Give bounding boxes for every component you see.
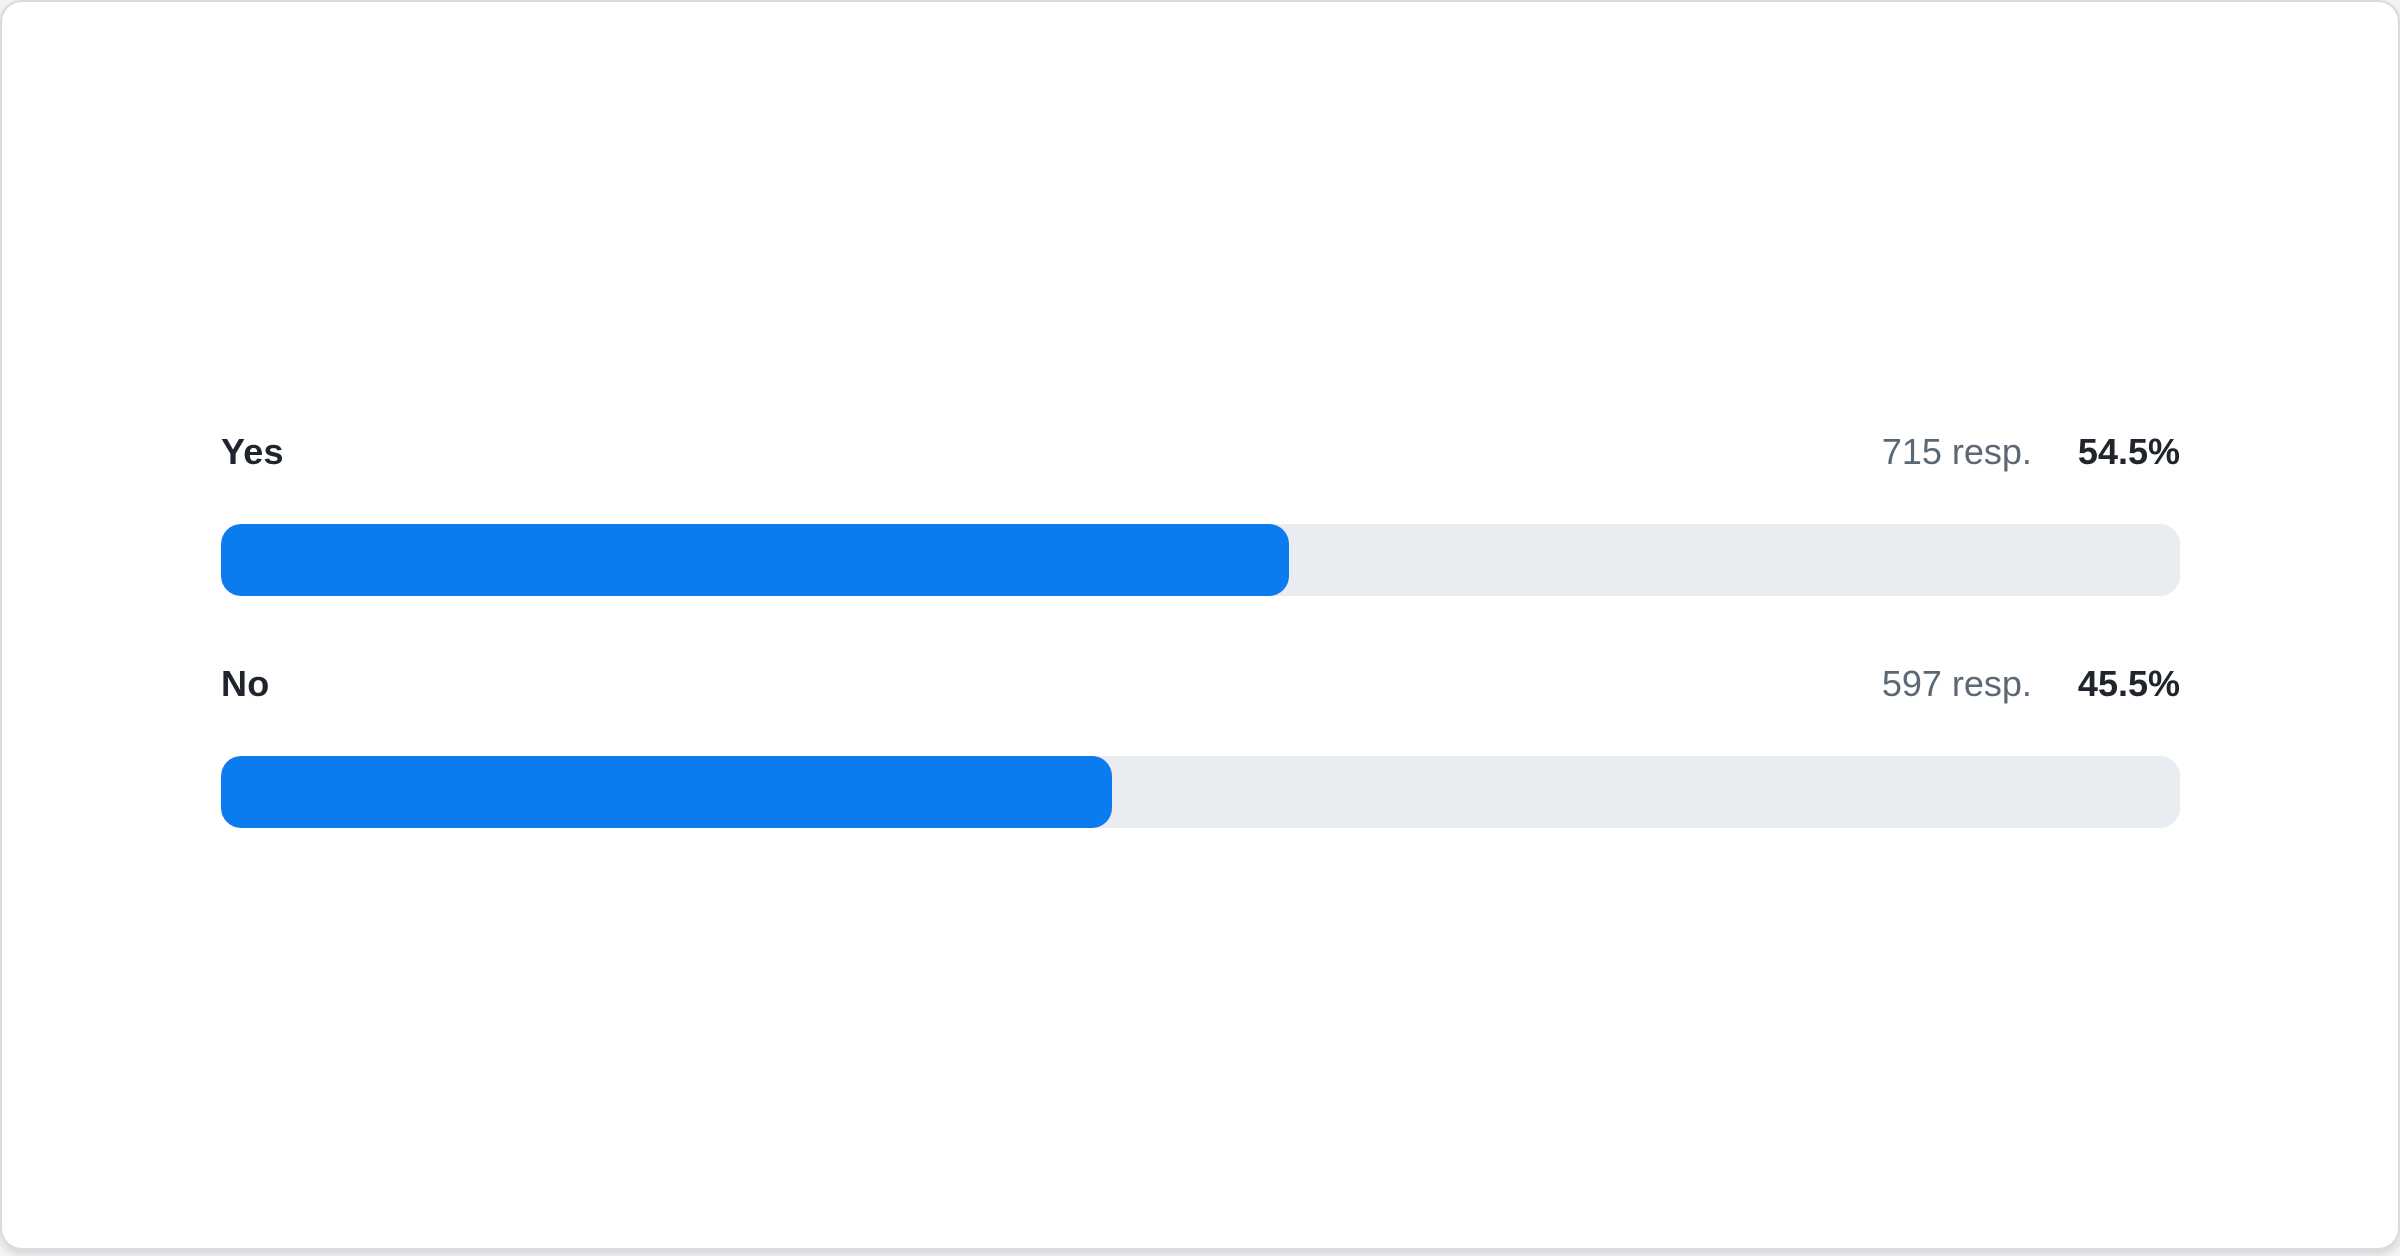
option-response-count: 715 resp. [1881, 431, 2032, 472]
option-stats: 715 resp. 54.5% [1882, 428, 2180, 476]
poll-option-row-yes: Yes 715 resp. 54.5% [221, 428, 2180, 596]
poll-option-header: No 597 resp. 45.5% [221, 660, 2180, 708]
option-label: No [221, 663, 270, 704]
poll-option-row-no: No 597 resp. 45.5% [221, 660, 2180, 828]
poll-results-content: Yes 715 resp. 54.5% No 597 resp. 45.5% [2, 2, 2398, 828]
option-label: Yes [221, 431, 284, 472]
poll-option-header: Yes 715 resp. 54.5% [221, 428, 2180, 476]
option-bar-fill [221, 756, 1113, 828]
option-bar-track [221, 524, 2180, 596]
option-percent: 54.5% [2077, 431, 2180, 472]
option-bar-fill [221, 524, 1289, 596]
option-stats: 597 resp. 45.5% [1882, 660, 2180, 708]
option-percent: 45.5% [2077, 663, 2180, 704]
option-bar-track [221, 756, 2180, 828]
option-response-count: 597 resp. [1881, 663, 2032, 704]
